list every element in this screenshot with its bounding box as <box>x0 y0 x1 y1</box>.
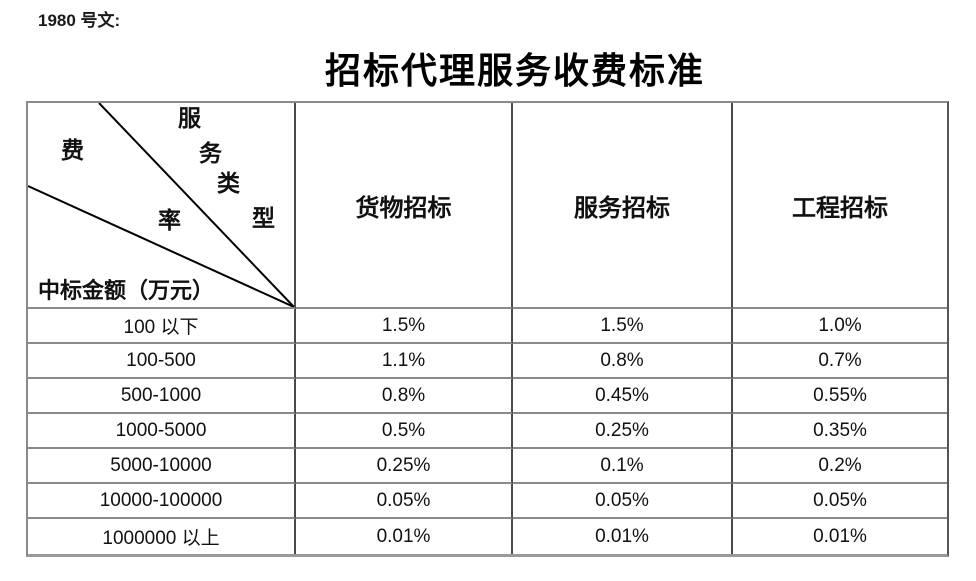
corner-label-rate-char: 率 <box>158 208 181 233</box>
fee-value: 0.25% <box>296 449 513 484</box>
row-range-label: 500-1000 <box>28 379 296 414</box>
fee-value: 0.45% <box>513 379 733 414</box>
row-range-label: 10000-100000 <box>28 484 296 519</box>
page-title: 招标代理服务收费标准 <box>324 51 705 91</box>
corner-label-rate-char: 费 <box>61 138 84 163</box>
fee-value: 0.5% <box>296 414 513 449</box>
corner-label-service-type-char: 务 <box>199 141 222 166</box>
row-range-label: 100-500 <box>28 344 296 379</box>
column-header-engineering: 工程招标 <box>733 103 947 309</box>
diagonal-divider-lines <box>28 103 294 307</box>
fee-value: 1.5% <box>513 309 733 344</box>
fee-value: 0.1% <box>513 449 733 484</box>
fee-value: 0.01% <box>813 525 867 547</box>
fee-standard-table: 服 务 类 型 费 率 中标金额（万元） 货物招标 服务招标 工程招标 100 … <box>26 101 949 557</box>
table-corner-cell: 服 务 类 型 费 率 中标金额（万元） <box>28 103 296 309</box>
corner-label-service-type-char: 类 <box>217 171 240 196</box>
fee-value: 0.7% <box>733 344 947 379</box>
row-range-label: 5000-10000 <box>28 449 296 484</box>
corner-label-service-type-char: 型 <box>252 206 275 231</box>
fee-value: 0.01% <box>296 519 513 554</box>
fee-value: 0.01% <box>513 519 733 554</box>
fee-value: 1.0% <box>733 309 947 344</box>
corner-label-amount: 中标金额（万元） <box>38 278 215 303</box>
fee-value: 0.05% <box>296 484 513 519</box>
fee-value: 0.55% <box>733 379 947 414</box>
row-range-label: 100 以下 <box>28 309 296 344</box>
doc-number: 1980 号文: <box>38 11 121 30</box>
fee-value: 0.05% <box>513 484 733 519</box>
fee-value: 0.25% <box>513 414 733 449</box>
column-header-goods: 货物招标 <box>296 103 513 309</box>
fee-value: 0.8% <box>296 379 513 414</box>
fee-value: 1.5% <box>296 309 513 344</box>
fee-value: 1.1% <box>296 344 513 379</box>
fee-value: 0.05% <box>733 484 947 519</box>
row-range-label: 1000000 以上 <box>28 519 296 554</box>
fee-value: 0.8% <box>513 344 733 379</box>
column-header-service: 服务招标 <box>513 103 733 309</box>
fee-value: 0.35% <box>733 414 947 449</box>
corner-label-service-type-char: 服 <box>178 106 201 131</box>
row-range-label: 1000-5000 <box>28 414 296 449</box>
fee-value: 0.2% <box>733 449 947 484</box>
